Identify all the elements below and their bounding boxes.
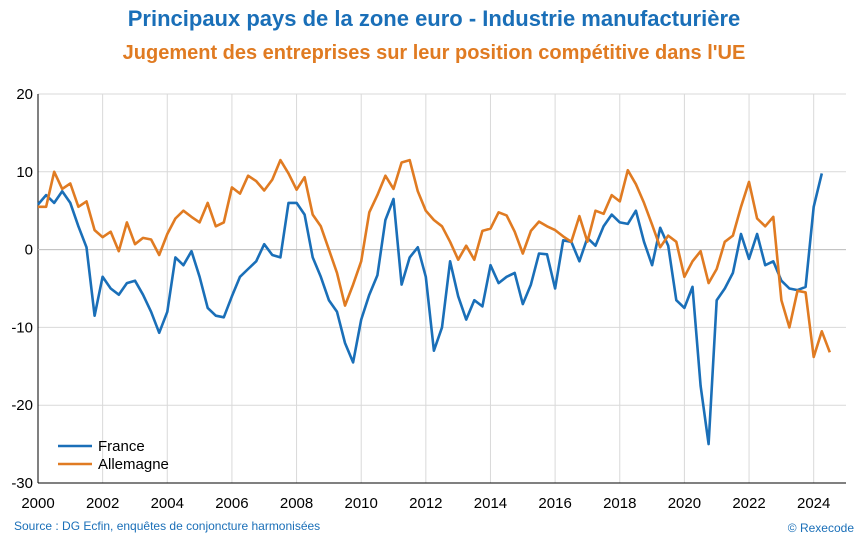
- y-tick-label: -20: [11, 397, 33, 414]
- chart-subtitle: Jugement des entreprises sur leur positi…: [122, 42, 746, 64]
- x-tick-label: 2012: [409, 495, 442, 512]
- x-tick-label: 2000: [21, 495, 54, 512]
- y-tick-label: -30: [11, 475, 33, 492]
- x-tick-label: 2016: [538, 495, 571, 512]
- series-lines: [37, 158, 832, 446]
- y-tick-label: 10: [16, 164, 33, 181]
- x-tick-label: 2024: [797, 495, 830, 512]
- x-tick-label: 2006: [215, 495, 248, 512]
- source-note: Source : DG Ecfin, enquêtes de conjonctu…: [14, 519, 321, 533]
- x-tick-label: 2018: [603, 495, 636, 512]
- x-tick-label: 2010: [345, 495, 378, 512]
- x-tick-label: 2004: [151, 495, 184, 512]
- x-tick-label: 2002: [86, 495, 119, 512]
- series-line-allemagne: [38, 158, 832, 359]
- axes: 2000 2002 2004 2006 2008 2010 2012 2014 2016 2018…: [11, 86, 846, 512]
- x-tick-label: 2022: [732, 495, 765, 512]
- legend-label: Allemagne: [98, 456, 169, 473]
- y-tick-label: -10: [11, 319, 33, 336]
- copyright: © Rexecode: [787, 521, 854, 535]
- x-tick-label: 2014: [474, 495, 507, 512]
- y-tick-label: 0: [25, 242, 33, 259]
- x-tick-label: 2020: [668, 495, 701, 512]
- chart-title: Principaux pays de la zone euro - Indust…: [127, 6, 741, 31]
- y-tick-label: 20: [16, 86, 33, 103]
- x-tick-label: 2008: [280, 495, 313, 512]
- legend-label: France: [98, 438, 145, 455]
- series-line-france: [37, 173, 824, 446]
